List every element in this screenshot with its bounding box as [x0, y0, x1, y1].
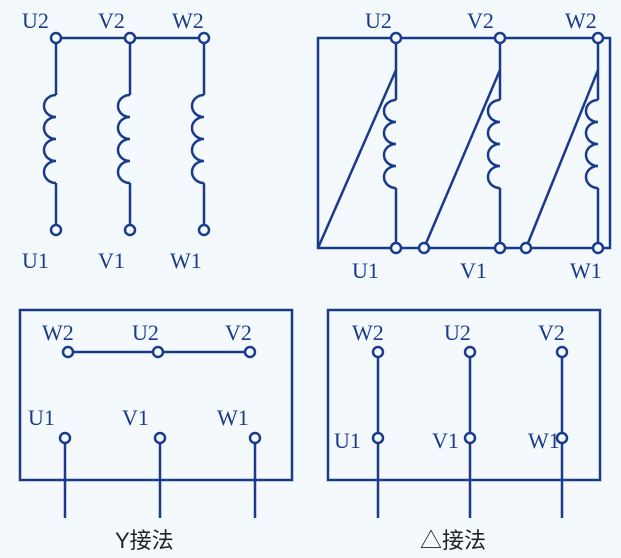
- terminal-label: Y接法: [115, 523, 174, 555]
- terminal-label: V2: [225, 320, 252, 346]
- terminal-label: U2: [444, 320, 471, 346]
- terminal-label: U1: [334, 428, 361, 454]
- terminal-label: V1: [98, 248, 125, 274]
- terminal-label: W1: [528, 428, 560, 454]
- terminal-label: W2: [352, 320, 384, 346]
- terminal-label: V2: [98, 8, 125, 34]
- wiring-diagrams: U2 V2 W2 U1 V1 W1 U2 V2 W2 U1 V1 W1 W2 U2 V2 U1 V1 W1 Y接法 W…: [0, 0, 621, 558]
- terminal-label: V1: [432, 428, 459, 454]
- terminal-label: V2: [467, 8, 494, 34]
- terminal-label: V2: [538, 320, 565, 346]
- terminal-label: U1: [22, 248, 49, 274]
- terminal-label: U2: [22, 8, 49, 34]
- terminal-label: W1: [570, 258, 602, 284]
- terminal-label: △接法: [420, 523, 486, 555]
- terminal-label: U2: [132, 320, 159, 346]
- terminal-label: V1: [122, 405, 149, 431]
- terminal-label: U1: [352, 258, 379, 284]
- terminal-label: W2: [565, 8, 597, 34]
- terminal-label: U2: [365, 8, 392, 34]
- terminal-label: V1: [460, 258, 487, 284]
- terminal-label: W1: [217, 405, 249, 431]
- terminal-label: W1: [170, 248, 202, 274]
- terminal-label: U1: [28, 405, 55, 431]
- terminal-label: W2: [172, 8, 204, 34]
- diagram-svg: [0, 0, 621, 558]
- terminal-label: W2: [42, 320, 74, 346]
